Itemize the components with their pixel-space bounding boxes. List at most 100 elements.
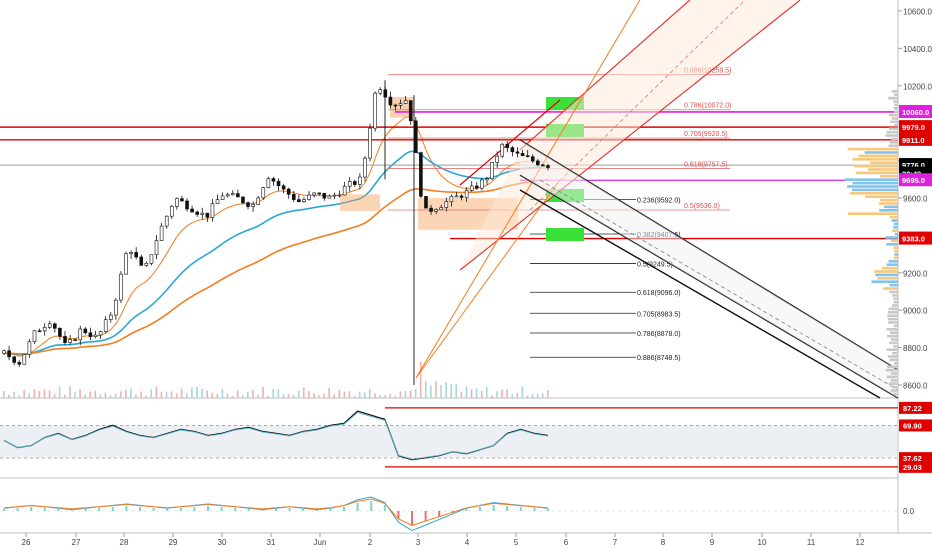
candle-body xyxy=(541,164,545,167)
volume-profile-bar xyxy=(881,266,898,270)
volume-bar xyxy=(206,390,208,398)
candle-body xyxy=(47,323,52,328)
y-tick-label: 10400.0 xyxy=(903,45,932,54)
price-label-text: 9979.0 xyxy=(902,123,925,132)
volume-bar xyxy=(119,391,122,398)
volume-profile-bar xyxy=(880,198,898,202)
rsi-level-box xyxy=(899,460,932,473)
candle-body xyxy=(63,336,67,343)
candle-body xyxy=(276,180,281,187)
macd-histogram-bar xyxy=(370,501,373,511)
volume-bar xyxy=(33,389,36,398)
volume-profile-bar xyxy=(888,144,898,147)
volume-profile-bar xyxy=(886,243,898,246)
candle-body xyxy=(475,185,479,189)
candle-body xyxy=(261,187,266,199)
macd-histogram-bar xyxy=(57,509,60,511)
candle-body xyxy=(58,328,62,337)
volume-profile-bar xyxy=(852,181,898,185)
volume-bar xyxy=(160,391,163,398)
fib-lower-label: 0.786(8878.0) xyxy=(637,331,681,338)
candle-body xyxy=(83,328,88,334)
volume-bar xyxy=(389,394,391,398)
volume-bar xyxy=(435,381,437,398)
volume-profile-bar xyxy=(894,124,898,127)
macd-histogram-bar xyxy=(3,509,5,511)
volume-profile-bar xyxy=(894,253,898,256)
candle-body xyxy=(37,330,42,333)
candle-body xyxy=(347,181,352,187)
candle-body xyxy=(210,203,215,218)
x-tick-label: 10 xyxy=(758,538,767,547)
candle-body xyxy=(429,207,433,212)
volume-bar xyxy=(3,391,5,398)
candle-body xyxy=(510,147,515,153)
macd-histogram-bar xyxy=(506,506,509,511)
rsi-level-label: 69.90 xyxy=(903,421,922,430)
candle-body xyxy=(317,192,322,195)
candle-body xyxy=(464,190,469,198)
macd-histogram-bar xyxy=(84,509,87,511)
volume-profile-bar xyxy=(887,314,898,317)
candle-body xyxy=(124,253,128,275)
volume-bar xyxy=(450,384,453,398)
price-label-box xyxy=(899,104,932,118)
channel-red-line xyxy=(459,99,561,186)
macd-histogram-bar xyxy=(547,509,549,511)
volume-profile-bar xyxy=(875,273,898,277)
candle-body xyxy=(515,151,520,154)
candles-layer xyxy=(2,80,550,385)
candle-body xyxy=(139,256,144,266)
fib-upper-label: 0.705(9920.5) xyxy=(684,131,728,138)
volume-profile-bar xyxy=(887,317,898,321)
volume-profile-bar xyxy=(892,294,898,297)
candle-body xyxy=(149,254,154,264)
volume-profile-bar xyxy=(888,307,898,311)
macd-histogram-bar xyxy=(492,505,495,511)
volume-profile-bar xyxy=(886,263,898,266)
volume-profile-bar xyxy=(888,321,898,324)
candle-body xyxy=(459,195,464,198)
x-tick-label: 2 xyxy=(368,538,373,547)
x-tick-label: 29 xyxy=(169,538,178,547)
volume-bar xyxy=(358,391,361,398)
volume-bar xyxy=(485,387,488,398)
macd-histogram-bar xyxy=(98,508,101,511)
volume-profile-bar xyxy=(892,229,898,232)
candle-body xyxy=(256,197,261,205)
volume-bar xyxy=(480,390,483,398)
x-tick-label: 6 xyxy=(564,538,569,547)
volume-profile-bar xyxy=(893,297,898,300)
volume-bar xyxy=(191,387,193,398)
volume-bar xyxy=(363,392,366,398)
macd-histogram-bar xyxy=(234,508,237,511)
candle-body xyxy=(215,199,220,205)
macd-histogram-bar xyxy=(438,511,441,517)
candle-body xyxy=(530,156,535,162)
rsi-level-label: 87.22 xyxy=(903,404,922,413)
candle-body xyxy=(180,198,184,202)
volume-bar xyxy=(323,393,325,398)
volume-profile-bar xyxy=(889,215,898,219)
volume-bar xyxy=(521,386,524,398)
volume-bar xyxy=(262,387,264,398)
ema-mid-line xyxy=(3,150,549,356)
price-label-box xyxy=(899,173,932,187)
volume-profile-bar xyxy=(883,205,898,209)
volume-profile-bar xyxy=(893,222,898,226)
price-label-box xyxy=(899,132,932,146)
candle-body xyxy=(2,350,6,354)
candle-body xyxy=(520,153,525,156)
volume-profile-bar xyxy=(888,127,898,130)
candle-body xyxy=(444,201,449,208)
candle-body xyxy=(53,323,57,329)
macd-signal-line xyxy=(3,498,549,526)
macd-histogram-bar xyxy=(356,503,359,511)
volume-bar xyxy=(455,383,458,398)
volume-profile-bar xyxy=(889,120,898,124)
volume-bar xyxy=(440,385,442,398)
candle-body xyxy=(144,263,149,266)
candle-body xyxy=(291,194,296,200)
candle-body xyxy=(169,206,174,217)
